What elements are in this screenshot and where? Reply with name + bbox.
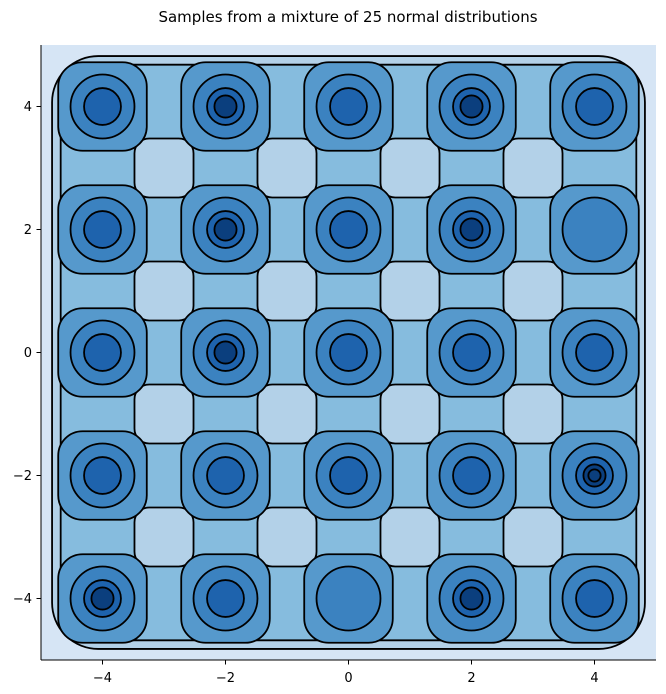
peak-contour [459, 586, 484, 611]
chart-title: Samples from a mixture of 25 normal dist… [158, 8, 538, 26]
plot-area [41, 45, 656, 660]
density-gap-contour [379, 137, 441, 199]
gaussian-peak [303, 307, 394, 398]
peak-contour [459, 217, 484, 242]
y-tick-label: 0 [24, 346, 32, 361]
peak-contour [90, 586, 115, 611]
gaussian-peak [426, 553, 517, 644]
x-tick-label: 0 [344, 671, 352, 686]
peak-contour [561, 196, 628, 263]
x-tick-label: −2 [216, 671, 235, 686]
density-gap-contour [379, 260, 441, 322]
gaussian-peak [57, 430, 148, 521]
density-gap-contour [133, 260, 195, 322]
peak-contour [213, 217, 238, 242]
peak-contour [329, 456, 368, 495]
gaussian-peak [180, 307, 271, 398]
peak-contour [315, 565, 382, 632]
peak-contour [575, 333, 614, 372]
gaussian-peak [549, 307, 640, 398]
density-gap-contour [256, 137, 318, 199]
x-tick-label: −4 [93, 671, 112, 686]
gaussian-peak [180, 430, 271, 521]
density-gap-contour [256, 506, 318, 568]
x-tick-label: 2 [467, 671, 475, 686]
density-gap-contour [133, 383, 195, 445]
gaussian-peak [303, 61, 394, 152]
gaussian-peak [180, 184, 271, 275]
axes: −4 −2 0 2 4 −4 −2 0 2 4 [13, 45, 656, 686]
gaussian-peak [549, 61, 640, 152]
gaussian-peak [426, 307, 517, 398]
peak-contour [83, 87, 122, 126]
peak-contour [329, 210, 368, 249]
peak-contour [452, 456, 491, 495]
contour-levels [51, 55, 646, 650]
gaussian-peak [426, 430, 517, 521]
y-tick-label: 4 [24, 100, 32, 115]
density-gap-contour [502, 137, 564, 199]
peak-contour [83, 333, 122, 372]
gaussian-peak [180, 61, 271, 152]
x-tick-label: 4 [590, 671, 598, 686]
peak-contour [83, 456, 122, 495]
density-gap-contour [379, 506, 441, 568]
peak-contour [213, 340, 238, 365]
peak-contour [575, 87, 614, 126]
gaussian-peak [57, 61, 148, 152]
peak-contour [452, 333, 491, 372]
density-gap-contour [502, 383, 564, 445]
density-gap-contour [502, 260, 564, 322]
gaussian-peak [549, 184, 640, 275]
gaussian-peak [549, 430, 640, 521]
density-gap-contour [379, 383, 441, 445]
density-gap-contour [256, 383, 318, 445]
gaussian-peak [303, 430, 394, 521]
density-gap-contour [256, 260, 318, 322]
y-tick-label: −4 [13, 592, 32, 607]
gaussian-peak [426, 61, 517, 152]
density-gap-contour [133, 137, 195, 199]
peak-contour [329, 333, 368, 372]
y-axis-ticks: −4 −2 0 2 4 [13, 100, 41, 607]
peak-contour [206, 456, 245, 495]
density-gap-contour [502, 506, 564, 568]
peak-contour [329, 87, 368, 126]
gaussian-peak [303, 184, 394, 275]
gaussian-peak [57, 184, 148, 275]
peak-contour [587, 468, 602, 483]
peak-contour [459, 94, 484, 119]
peak-contour [83, 210, 122, 249]
gaussian-peak [57, 553, 148, 644]
x-axis-ticks: −4 −2 0 2 4 [93, 660, 599, 686]
y-tick-label: −2 [13, 469, 32, 484]
gaussian-peak [426, 184, 517, 275]
density-gap-contour [133, 506, 195, 568]
peak-contour [575, 579, 614, 618]
peak-contour [206, 579, 245, 618]
peak-contour [213, 94, 238, 119]
gaussian-peak [180, 553, 271, 644]
gaussian-peak [57, 307, 148, 398]
y-tick-label: 2 [24, 223, 32, 238]
gaussian-peak [549, 553, 640, 644]
gaussian-peak [303, 553, 394, 644]
